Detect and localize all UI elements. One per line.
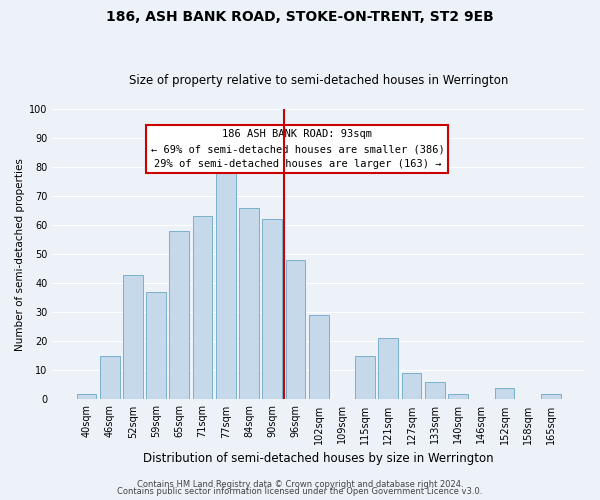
- Bar: [448, 394, 468, 400]
- Bar: [239, 208, 259, 400]
- X-axis label: Distribution of semi-detached houses by size in Werrington: Distribution of semi-detached houses by …: [143, 452, 494, 465]
- Title: Size of property relative to semi-detached houses in Werrington: Size of property relative to semi-detach…: [129, 74, 508, 87]
- Text: 186 ASH BANK ROAD: 93sqm
← 69% of semi-detached houses are smaller (386)
29% of : 186 ASH BANK ROAD: 93sqm ← 69% of semi-d…: [151, 130, 444, 169]
- Bar: [379, 338, 398, 400]
- Text: 186, ASH BANK ROAD, STOKE-ON-TRENT, ST2 9EB: 186, ASH BANK ROAD, STOKE-ON-TRENT, ST2 …: [106, 10, 494, 24]
- Bar: [286, 260, 305, 400]
- Bar: [169, 231, 189, 400]
- Text: Contains HM Land Registry data © Crown copyright and database right 2024.: Contains HM Land Registry data © Crown c…: [137, 480, 463, 489]
- Bar: [494, 388, 514, 400]
- Bar: [262, 220, 282, 400]
- Bar: [309, 315, 329, 400]
- Bar: [425, 382, 445, 400]
- Bar: [541, 394, 561, 400]
- Bar: [77, 394, 97, 400]
- Bar: [402, 374, 421, 400]
- Bar: [100, 356, 119, 400]
- Bar: [193, 216, 212, 400]
- Bar: [355, 356, 375, 400]
- Text: Contains public sector information licensed under the Open Government Licence v3: Contains public sector information licen…: [118, 487, 482, 496]
- Bar: [216, 167, 236, 400]
- Y-axis label: Number of semi-detached properties: Number of semi-detached properties: [15, 158, 25, 350]
- Bar: [146, 292, 166, 400]
- Bar: [123, 274, 143, 400]
